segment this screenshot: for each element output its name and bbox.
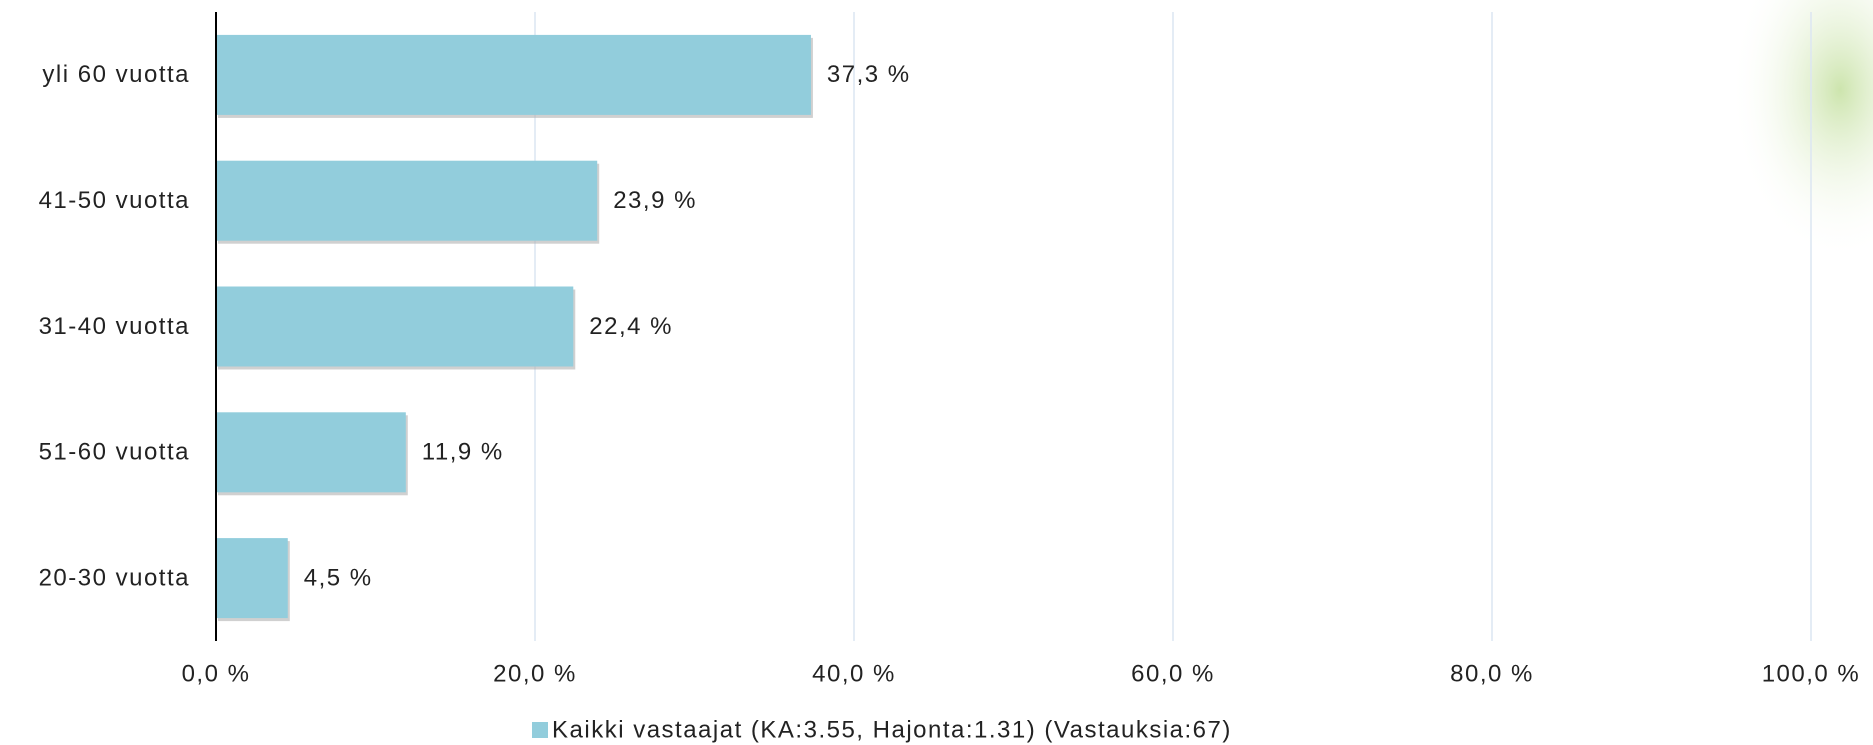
x-tick-label: 60,0 % bbox=[1131, 660, 1215, 687]
x-tick-label: 40,0 % bbox=[812, 660, 896, 687]
decoration bbox=[1730, 0, 1873, 260]
data-label: 23,9 % bbox=[613, 187, 697, 214]
bar bbox=[216, 538, 288, 619]
x-tick-label: 80,0 % bbox=[1450, 660, 1534, 687]
x-tick-label: 20,0 % bbox=[493, 660, 577, 687]
legend-swatch bbox=[532, 722, 548, 738]
y-tick-label: yli 60 vuotta bbox=[42, 61, 190, 88]
x-tick-label: 100,0 % bbox=[1762, 660, 1861, 687]
y-tick-label: 20-30 vuotta bbox=[39, 564, 190, 591]
data-label: 37,3 % bbox=[827, 61, 911, 88]
y-tick-label: 31-40 vuotta bbox=[39, 313, 190, 340]
data-label: 11,9 % bbox=[422, 439, 504, 466]
bars bbox=[216, 34, 813, 622]
legend: Kaikki vastaajat (KA:3.55, Hajonta:1.31)… bbox=[532, 716, 1232, 743]
legend-label: Kaikki vastaajat (KA:3.55, Hajonta:1.31)… bbox=[552, 716, 1232, 743]
grid bbox=[534, 12, 1812, 641]
bar bbox=[216, 412, 406, 493]
x-tick-label: 0,0 % bbox=[182, 660, 251, 687]
bar bbox=[216, 160, 598, 241]
bar bbox=[216, 286, 574, 367]
y-tick-label: 41-50 vuotta bbox=[39, 187, 190, 214]
bar bbox=[216, 34, 811, 115]
data-label: 4,5 % bbox=[304, 564, 373, 591]
data-label: 22,4 % bbox=[589, 313, 673, 340]
y-tick-label: 51-60 vuotta bbox=[39, 439, 190, 466]
